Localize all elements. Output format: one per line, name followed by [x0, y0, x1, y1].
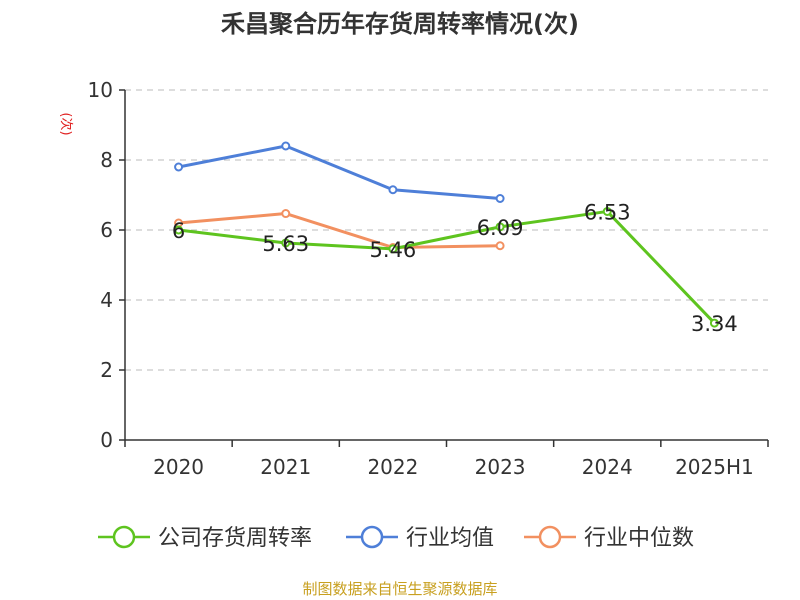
series-line — [178, 212, 501, 249]
data-point — [495, 222, 505, 232]
data-point — [174, 162, 184, 172]
data-label: 5.46 — [370, 238, 417, 262]
data-point — [602, 206, 612, 216]
x-tick-label: 2020 — [153, 455, 204, 479]
data-label: 5.63 — [262, 232, 309, 256]
data-point — [709, 318, 719, 328]
source-note: 制图数据来自恒生聚源数据库 — [302, 580, 497, 598]
data-point — [174, 225, 184, 235]
data-point — [281, 238, 291, 248]
data-label: 6.09 — [477, 216, 524, 240]
legend-swatch-marker — [360, 525, 384, 549]
x-tick-label: 2021 — [260, 455, 311, 479]
series-line — [178, 209, 716, 325]
x-tick-label: 2022 — [367, 455, 418, 479]
y-tick-label: 2 — [100, 358, 113, 382]
y-axis-label: (次) — [58, 112, 74, 135]
data-point — [495, 194, 505, 203]
x-tick-label: 2024 — [582, 455, 633, 479]
y-tick-label: 10 — [88, 78, 113, 102]
y-tick-label: 6 — [100, 218, 113, 242]
series-line — [178, 144, 501, 200]
y-tick-label: 0 — [100, 428, 113, 452]
y-tick-label: 8 — [100, 148, 113, 172]
data-label: 3.34 — [691, 312, 738, 336]
legend: 公司存货周转率 行业均值 行业中位数 — [98, 525, 694, 551]
data-point — [388, 185, 398, 195]
legend-swatch-marker — [112, 525, 136, 549]
data-point — [495, 241, 505, 251]
legend-label[interactable]: 公司存货周转率 — [158, 526, 312, 551]
data-point — [281, 209, 291, 219]
data-labels: 6 5.63 5.46 6.09 6.53 3.34 — [172, 200, 738, 336]
axes: 0 2 4 6 8 10 2020 2021 2022 2023 2024 2025H1 — [88, 78, 769, 479]
grid-lines — [125, 89, 768, 371]
chart-title: 禾昌聚合历年存货周转率情况(次) — [221, 10, 579, 38]
data-point — [281, 141, 291, 151]
y-tick-label: 4 — [100, 288, 113, 312]
data-label: 6.53 — [584, 200, 631, 224]
series-lines — [174, 141, 719, 328]
x-tick-label: 2023 — [475, 455, 526, 479]
legend-swatch-marker — [538, 525, 562, 549]
legend-label[interactable]: 行业均值 — [406, 526, 494, 551]
x-tick-label: 2025H1 — [675, 455, 754, 479]
data-label: 6 — [172, 219, 185, 243]
data-point — [388, 244, 398, 254]
legend-label[interactable]: 行业中位数 — [584, 526, 694, 551]
